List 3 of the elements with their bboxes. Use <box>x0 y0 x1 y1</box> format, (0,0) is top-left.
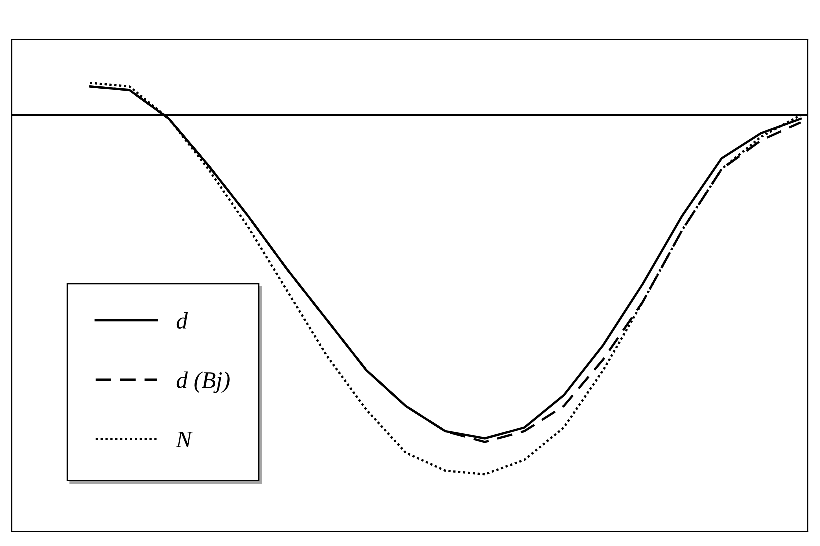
legend-label: N <box>176 432 194 448</box>
legend-label: d (Bj) <box>176 372 230 394</box>
legend-label: d <box>176 312 188 330</box>
